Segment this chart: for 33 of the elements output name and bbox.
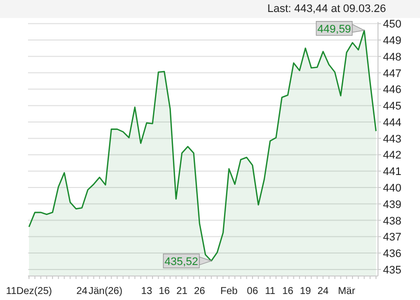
- x-tick-label: 21: [176, 286, 188, 297]
- annotation: 449,59: [317, 23, 352, 36]
- x-tick-label: 11Dez(25): [6, 286, 52, 297]
- y-tick-label: 439: [383, 198, 402, 211]
- y-tick-label: 441: [383, 166, 402, 178]
- x-tick-label: 19: [300, 286, 312, 297]
- x-tick-label: Feb: [220, 286, 238, 297]
- y-tick-label: 442: [383, 150, 402, 162]
- y-tick-label: 446: [383, 84, 402, 96]
- x-tick-label: 11: [264, 286, 276, 297]
- x-tick-label: 16: [282, 286, 294, 297]
- y-tick-label: 443: [383, 133, 402, 146]
- y-tick-label: 448: [383, 51, 402, 64]
- x-tick-label: 26: [194, 286, 206, 297]
- y-tick-label: 438: [383, 215, 402, 228]
- y-tick-label: 436: [383, 248, 402, 260]
- x-tick-label: Mär: [338, 286, 356, 297]
- y-tick-label: 445: [383, 100, 402, 113]
- y-tick-label: 437: [383, 232, 402, 244]
- annotation: 435,52: [164, 256, 198, 268]
- x-tick-label: 06: [246, 286, 258, 297]
- y-tick-label: 435: [383, 264, 402, 276]
- y-tick-label: 450: [383, 18, 402, 31]
- y-tick-label: 449: [383, 35, 402, 48]
- x-tick-label: 24: [318, 286, 330, 297]
- x-tick-label: 13: [141, 286, 153, 297]
- chart-title: Last: 443,44 at 09.03.26: [267, 3, 386, 15]
- y-tick-label: 444: [383, 116, 402, 129]
- y-tick-label: 447: [383, 68, 402, 80]
- x-tick-label: 24: [76, 286, 88, 297]
- y-tick-label: 440: [383, 182, 402, 195]
- x-tick-label: Jän(26): [88, 286, 122, 297]
- x-tick-label: 16: [158, 286, 170, 297]
